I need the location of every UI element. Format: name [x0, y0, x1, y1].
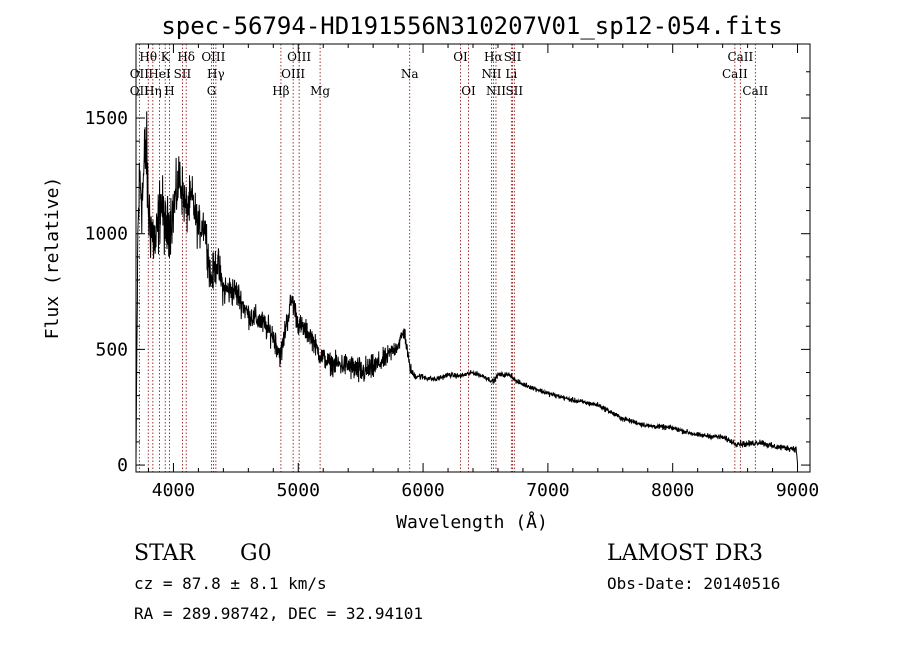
- spectral-line-label: Hγ: [207, 67, 225, 81]
- spectral-line-label: HeI: [148, 67, 171, 81]
- y-tick-label: 0: [117, 455, 128, 476]
- x-tick-label: 6000: [401, 480, 444, 501]
- survey-name: LAMOST DR3: [607, 541, 763, 566]
- chart-title: spec-56794-HD191556N310207V01_sp12-054.f…: [161, 12, 782, 40]
- y-tick-label: 500: [95, 339, 128, 360]
- spectral-line-label: CaII: [727, 50, 753, 64]
- spectral-line-label: Li: [505, 67, 517, 81]
- spectral-line-label: OI: [461, 84, 476, 98]
- spectral-line-label: Hβ: [272, 84, 289, 98]
- spectral-line-label: H: [164, 84, 174, 98]
- subclass: G0: [240, 541, 272, 566]
- x-tick-label: 7000: [526, 480, 569, 501]
- plot-frame: [135, 43, 811, 473]
- spectral-line-label: Hη: [144, 84, 162, 98]
- spectral-line-label: NII: [486, 84, 506, 98]
- spectral-line-label: OII: [130, 84, 150, 98]
- y-tick-label: 1500: [85, 108, 128, 129]
- x-tick-label: 8000: [651, 480, 694, 501]
- spectral-line-label: SII: [504, 50, 522, 64]
- x-tick-label: 9000: [776, 480, 819, 501]
- spectral-line-label: OII: [130, 67, 150, 81]
- x-axis-label: Wavelength (Å): [396, 511, 548, 533]
- spectral-line-label: OI: [453, 50, 468, 64]
- x-tick-label: 5000: [277, 480, 320, 501]
- observation-date: Obs-Date: 20140516: [607, 574, 780, 593]
- spectral-line-label: Na: [401, 67, 419, 81]
- spectral-line-label: Hθ: [139, 50, 157, 64]
- spectral-line-markers: [138, 44, 756, 472]
- spectral-line-label: OIII: [281, 67, 305, 81]
- spectral-line-label: SII: [505, 84, 523, 98]
- spectral-line-labels: OIIOIIHθHηHeIKHSIIHδGOIIIHγHβOIIIOIIIMgN…: [130, 50, 769, 98]
- spectral-line-label: G: [207, 84, 217, 98]
- spectral-line-label: Hα: [484, 50, 503, 64]
- x-tick-label: 4000: [152, 480, 195, 501]
- x-axis-ticks: 4000 5000 6000 7000 8000 9000: [147, 44, 819, 501]
- coordinates: RA = 289.98742, DEC = 32.94101: [134, 604, 423, 623]
- spectral-line-label: OIII: [287, 50, 311, 64]
- spectrum-line: [135, 111, 798, 464]
- spectral-line-label: CaII: [742, 84, 768, 98]
- y-axis-ticks: 0 500 1000 1500: [85, 71, 810, 476]
- spectral-line-label: SII: [174, 67, 192, 81]
- spectral-line-label: CaII: [722, 67, 748, 81]
- object-class: STAR: [134, 541, 196, 566]
- y-axis-label: Flux (relative): [42, 177, 63, 340]
- spectral-line-label: OIII: [201, 50, 225, 64]
- y-tick-label: 1000: [85, 224, 128, 245]
- redshift-velocity: cz = 87.8 ± 8.1 km/s: [134, 574, 327, 593]
- spectral-line-label: K: [161, 50, 171, 64]
- spectral-line-label: NII: [481, 67, 501, 81]
- spectral-line-label: Hδ: [177, 50, 195, 64]
- spectral-line-label: Mg: [310, 84, 330, 98]
